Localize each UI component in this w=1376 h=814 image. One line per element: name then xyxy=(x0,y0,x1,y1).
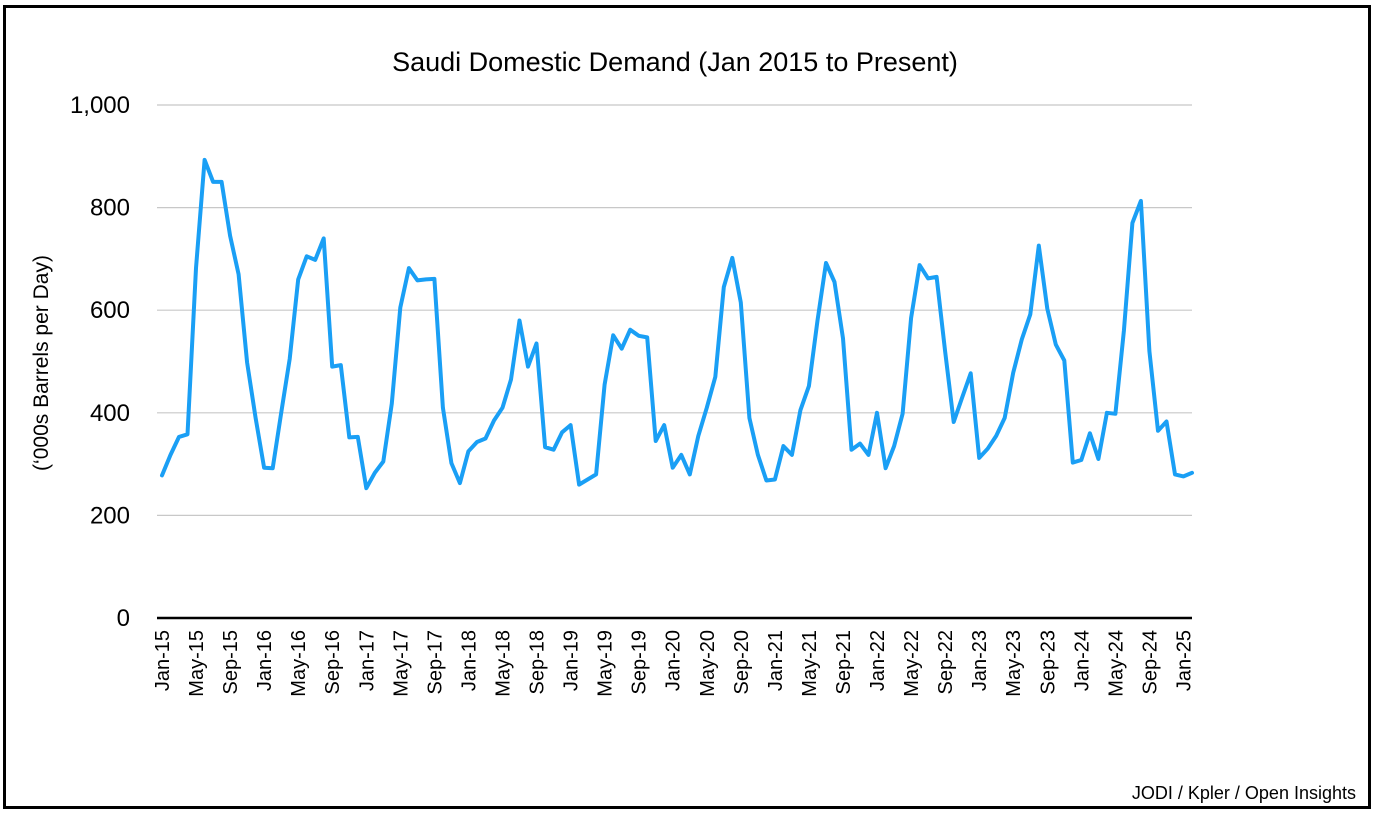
x-tick-label: Sep-16 xyxy=(322,630,344,695)
x-tick-label: Sep-24 xyxy=(1139,630,1161,695)
y-tick-label: 600 xyxy=(90,297,130,324)
y-tick-label: 400 xyxy=(90,400,130,427)
x-tick-label: May-18 xyxy=(492,630,514,697)
x-tick-label: Sep-17 xyxy=(424,630,446,695)
x-tick-label: May-21 xyxy=(799,630,821,697)
x-tick-label: May-24 xyxy=(1105,630,1127,697)
x-tick-label: May-22 xyxy=(901,630,923,697)
x-tick-label: May-23 xyxy=(1003,630,1025,697)
x-tick-label: Sep-15 xyxy=(220,630,242,695)
x-axis-ticks: Jan-15 May-15 Sep-15 Jan-16 May-16 Sep-16 Jan-… xyxy=(152,630,1195,697)
x-tick-label: Jan-15 xyxy=(152,630,174,691)
source-note: JODI / Kpler / Open Insights xyxy=(1131,783,1356,803)
series-line xyxy=(160,157,1194,491)
x-tick-label: Sep-19 xyxy=(629,630,651,695)
x-tick-label: May-17 xyxy=(390,630,412,697)
x-tick-label: Jan-25 xyxy=(1173,630,1195,691)
x-tick-label: Sep-21 xyxy=(833,630,855,695)
y-axis-label: (‘000s Barrels per Day) xyxy=(30,255,53,471)
x-tick-label: May-20 xyxy=(697,630,719,697)
series-layer xyxy=(160,157,1194,491)
x-tick-label: May-15 xyxy=(186,630,208,697)
y-tick-label: 1,000 xyxy=(70,92,130,119)
chart-frame xyxy=(3,5,1371,809)
y-axis-ticks: 0 200 400 600 800 1,000 xyxy=(70,92,130,632)
y-tick-label: 200 xyxy=(90,502,130,529)
x-tick-label: Jan-19 xyxy=(561,630,583,691)
x-tick-label: Sep-23 xyxy=(1037,630,1059,695)
x-tick-label: Jan-20 xyxy=(663,630,685,691)
x-tick-label: Sep-22 xyxy=(935,630,957,695)
x-tick-label: Jan-23 xyxy=(969,630,991,691)
chart-title: Saudi Domestic Demand (Jan 2015 to Prese… xyxy=(392,47,958,77)
y-tick-label: 800 xyxy=(90,195,130,222)
x-tick-label: Jan-21 xyxy=(765,630,787,691)
y-tick-label: 0 xyxy=(117,605,130,632)
x-tick-label: Jan-24 xyxy=(1071,630,1093,691)
x-tick-label: Sep-20 xyxy=(731,630,753,695)
x-tick-label: May-19 xyxy=(595,630,617,697)
x-tick-label: Jan-16 xyxy=(254,630,276,691)
x-tick-label: Jan-17 xyxy=(356,630,378,691)
x-tick-label: Jan-18 xyxy=(458,630,480,691)
x-tick-label: Jan-22 xyxy=(867,630,889,691)
gridlines xyxy=(157,104,1192,620)
x-tick-label: May-16 xyxy=(288,630,310,697)
x-tick-label: Sep-18 xyxy=(527,630,549,695)
